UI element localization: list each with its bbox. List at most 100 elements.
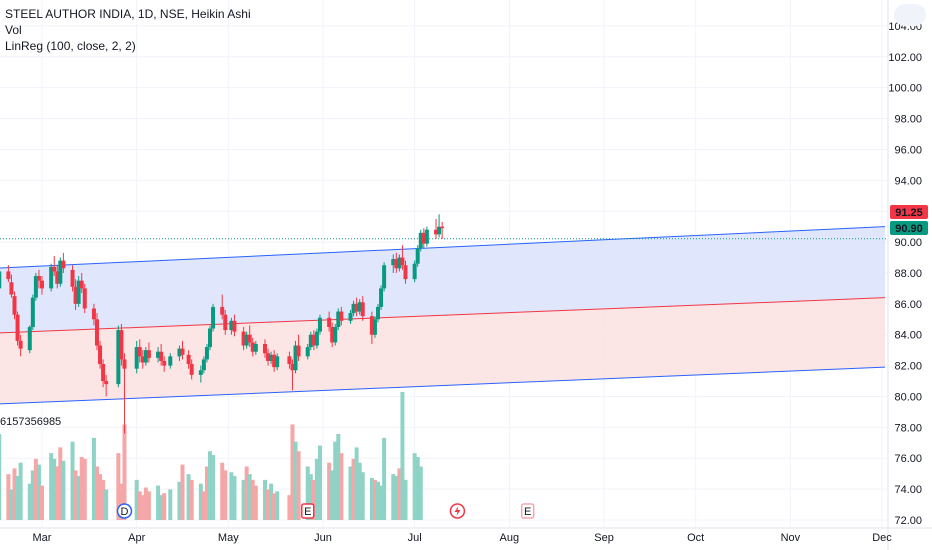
indicator-label[interactable]: LinReg (100, close, 2, 2): [5, 39, 136, 53]
volume-bar: [354, 447, 359, 520]
volume-bar: [418, 466, 423, 520]
candle-body: [403, 265, 408, 280]
candle-body: [18, 340, 23, 349]
candle-body: [437, 226, 442, 235]
candle-body: [327, 317, 332, 327]
chart-settings-pill[interactable]: [894, 4, 926, 26]
candle-body: [211, 306, 216, 329]
volume-bar: [33, 458, 38, 520]
volume-bar: [314, 458, 319, 520]
volume-bar: [327, 462, 332, 520]
candle-body: [351, 303, 356, 314]
candle-body: [73, 286, 78, 304]
volume-bar: [146, 491, 151, 520]
time-axis[interactable]: Mar Apr May Jun Jul Aug Sep Oct Nov Dec: [33, 532, 893, 544]
candle-body: [116, 330, 121, 385]
volume-axis-label: 6157356985: [0, 416, 61, 428]
volume-bar: [36, 464, 41, 520]
month-label: Nov: [781, 532, 801, 544]
volume-bar: [91, 437, 96, 520]
candle-body: [314, 331, 319, 346]
candle-body: [293, 345, 298, 371]
volume-bar: [15, 476, 20, 520]
candle-body: [40, 280, 44, 289]
candle-body: [317, 317, 322, 332]
month-label: Sep: [594, 532, 614, 544]
candle-body: [400, 257, 405, 266]
volume-bar: [58, 447, 63, 520]
candle-body: [162, 360, 167, 366]
candle-body: [146, 350, 151, 358]
candle-body: [397, 257, 402, 269]
symbol-line[interactable]: STEEL AUTHOR INDIA, 1D, NSE, Heikin Ashi: [5, 7, 251, 21]
candle-body: [61, 260, 66, 269]
volume-bar: [391, 474, 396, 520]
candle-body: [379, 288, 384, 307]
price-tick-label: 100.00: [888, 83, 922, 95]
earnings-marker: [300, 503, 315, 519]
candle-body: [394, 259, 399, 269]
volume-bar: [137, 491, 142, 520]
candle-body: [30, 297, 35, 327]
month-label: Aug: [500, 532, 520, 544]
volume-bar: [379, 485, 384, 520]
candle-body: [15, 314, 20, 341]
volume-bar: [76, 476, 81, 520]
candle-body: [311, 334, 316, 346]
volume-bar: [104, 489, 109, 520]
volume-bar: [339, 453, 344, 520]
volume-bar: [9, 489, 14, 520]
volume-bar: [49, 453, 54, 520]
volume-bar: [30, 470, 35, 520]
candle-body: [333, 327, 338, 343]
candle-body: [201, 359, 206, 371]
month-label: May: [218, 532, 239, 544]
volume-bar: [201, 491, 206, 520]
month-label: Jul: [408, 532, 422, 544]
volume-bar: [6, 474, 11, 520]
candle-body: [82, 288, 87, 309]
volume-bar: [211, 455, 216, 520]
volume-bar: [186, 474, 191, 520]
candle-body: [134, 347, 139, 369]
candle-body: [33, 276, 38, 298]
volume-bar: [293, 441, 298, 520]
price-tick-label: 84.00: [894, 330, 922, 342]
volume-bar: [287, 495, 292, 520]
candle-body: [122, 359, 127, 369]
candle-body: [168, 356, 173, 366]
volume-bar: [394, 476, 399, 520]
candle-body: [223, 314, 228, 331]
volume-bar: [348, 466, 353, 520]
candle-body: [308, 334, 313, 348]
candle-body: [247, 334, 252, 343]
linreg-upper-line: [0, 226, 886, 269]
volume-bar: [397, 468, 402, 520]
candle-body: [296, 345, 301, 357]
candle-body: [186, 354, 191, 365]
candle-body: [229, 320, 234, 331]
volume-bar: [177, 481, 182, 520]
volume-bar: [40, 485, 44, 520]
volume-bar: [241, 479, 246, 520]
candle-body: [269, 354, 274, 361]
candle-body: [79, 280, 84, 289]
volume-bar: [162, 493, 167, 520]
volume-bar: [27, 483, 32, 520]
candle-series: [0, 214, 445, 434]
candle-body: [250, 342, 255, 352]
volume-label[interactable]: Vol: [5, 23, 22, 37]
candle-body: [418, 232, 423, 249]
candle-body: [177, 348, 182, 357]
price-tick-label: 86.00: [894, 299, 922, 311]
volume-bar: [122, 424, 127, 520]
volume-bar: [403, 479, 408, 520]
candle-body: [272, 354, 277, 368]
candle-body: [330, 327, 335, 343]
volume-bar: [253, 485, 258, 520]
price-tick-label: 90.00: [894, 237, 922, 249]
price-tick-label: 80.00: [894, 391, 922, 403]
price-tick-label: 104.00: [888, 21, 922, 33]
volume-bar: [159, 495, 164, 520]
